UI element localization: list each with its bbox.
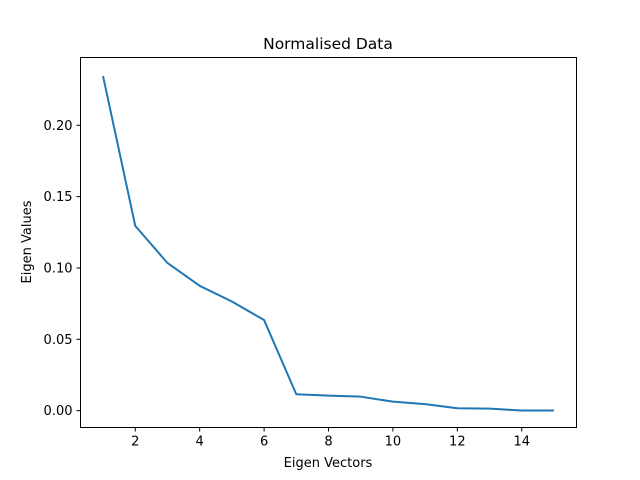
x-tick-label: 8	[324, 435, 332, 450]
x-tick-label: 6	[260, 435, 268, 450]
y-tick-label: 0.05	[44, 333, 73, 348]
plot-frame	[80, 57, 577, 428]
y-tick-label: 0.00	[44, 404, 73, 419]
series-line-1	[102, 75, 554, 412]
x-tick-label: 4	[196, 435, 204, 450]
x-axis-label: Eigen Vectors	[284, 456, 373, 471]
chart-title: Normalised Data	[263, 35, 393, 53]
x-tick-label: 12	[449, 435, 466, 450]
x-tick-label: 2	[131, 435, 139, 450]
y-tick-label: 0.15	[44, 190, 73, 205]
x-tick-label: 14	[513, 435, 530, 450]
y-tick-label: 0.10	[44, 261, 73, 276]
x-tick-label: 10	[385, 435, 402, 450]
y-axis-label: Eigen Values	[20, 200, 35, 283]
y-tick-label: 0.20	[44, 119, 73, 134]
